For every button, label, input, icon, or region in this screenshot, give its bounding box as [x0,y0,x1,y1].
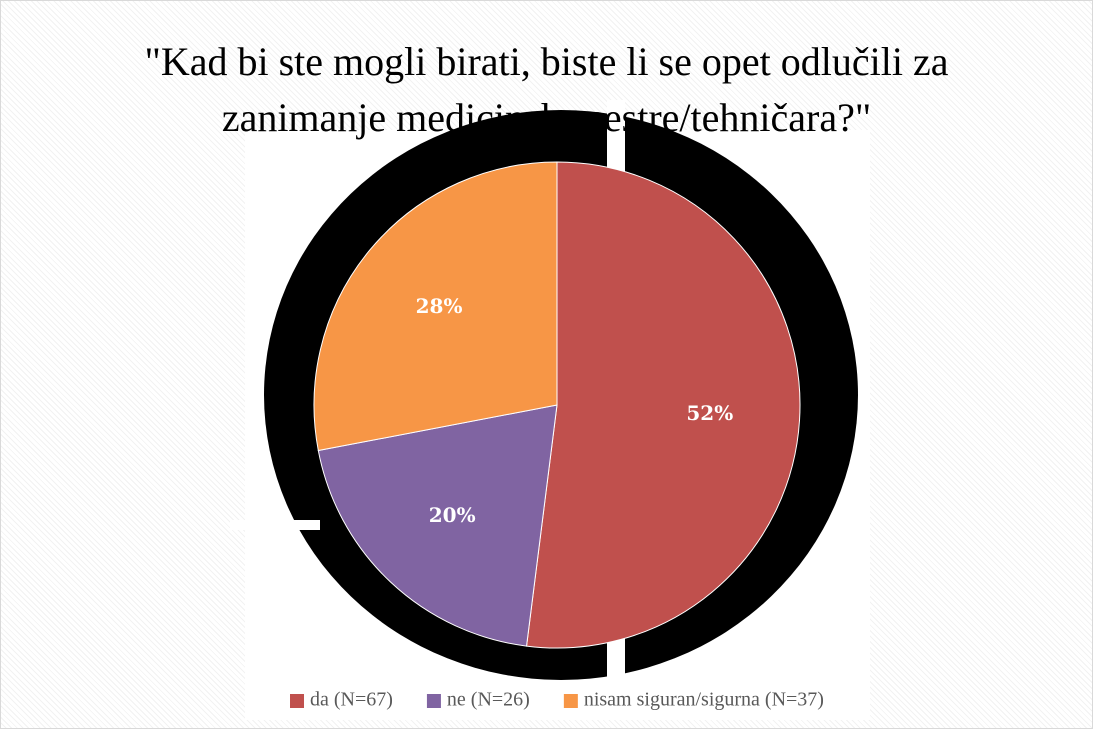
legend-swatch [563,694,578,708]
legend-area [245,680,870,720]
data-label: 28% [416,294,463,318]
pie-slice [313,161,558,452]
legend-label: ne (N=26) [447,689,530,711]
data-label: 52% [686,401,733,425]
legend-swatch [426,694,441,708]
legend-label: da (N=67) [310,689,393,711]
chart-title: "Kad bi ste mogli birati, biste li se op… [144,39,949,140]
pie-slice [317,404,558,647]
legend-swatch [290,694,305,708]
artifact-gap [230,520,320,530]
data-label: 20% [429,503,476,527]
pie-slice [525,161,801,649]
legend-label: nisam siguran/sigurna (N=37) [584,689,824,711]
